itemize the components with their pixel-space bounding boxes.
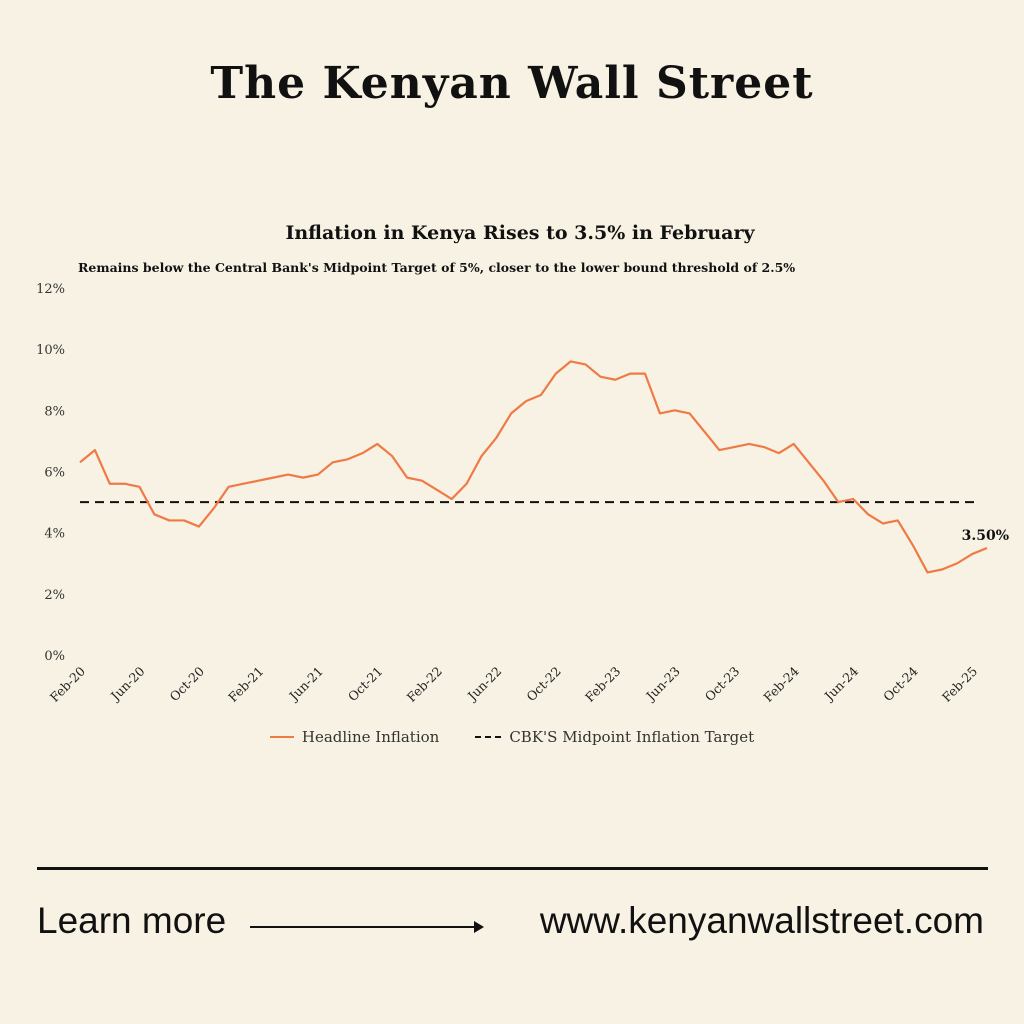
y-tick-label: 0% xyxy=(44,649,65,664)
legend-swatch-dashed xyxy=(475,736,502,738)
inflation-chart: 0% 2% 4% 6% 8% 10% 12% Feb-20 Jun-20 Oct-20 Feb-21… xyxy=(36,282,1009,705)
y-tick-label: 8% xyxy=(44,404,65,419)
x-tick-label: Oct-20 xyxy=(166,663,207,704)
x-tick-label: Oct-23 xyxy=(702,663,743,704)
masthead-logo: The Kenyan Wall Street xyxy=(210,58,814,109)
x-tick-label: Feb-21 xyxy=(225,664,266,705)
x-tick-label: Jun-24 xyxy=(820,663,861,704)
x-tick-label: Feb-25 xyxy=(939,664,980,705)
y-tick-label: 6% xyxy=(44,466,65,481)
legend-label: CBK'S Midpoint Inflation Target xyxy=(509,728,755,746)
learn-more-text: Learn more xyxy=(37,900,227,941)
legend-label: Headline Inflation xyxy=(301,728,440,746)
data-label-latest: 3.50% xyxy=(962,528,1009,544)
headline-inflation-line xyxy=(79,360,988,574)
x-tick-label: Jun-20 xyxy=(106,663,147,704)
y-tick-label: 10% xyxy=(36,343,65,358)
x-tick-label: Feb-23 xyxy=(582,663,623,704)
legend-item-target: CBK'S Midpoint Inflation Target xyxy=(475,728,754,746)
x-tick-label: Jun-23 xyxy=(642,663,683,704)
x-tick-label: Feb-22 xyxy=(404,664,445,705)
chart-subtitle: Remains below the Central Bank's Midpoin… xyxy=(78,260,796,275)
divider xyxy=(37,867,988,870)
x-tick-label: Oct-21 xyxy=(345,664,386,705)
chart-title: Inflation in Kenya Rises to 3.5% in Febr… xyxy=(285,222,755,244)
y-tick-label: 4% xyxy=(44,527,65,542)
y-tick-label: 12% xyxy=(36,282,65,297)
x-tick-label: Jun-21 xyxy=(285,664,326,705)
y-tick-label: 2% xyxy=(44,588,65,603)
chart-legend: Headline Inflation CBK'S Midpoint Inflat… xyxy=(0,728,1024,746)
x-tick-label: Oct-24 xyxy=(880,663,921,704)
x-tick-label: Feb-24 xyxy=(760,663,801,704)
x-tick-label: Feb-20 xyxy=(47,663,88,704)
x-tick-label: Jun-22 xyxy=(463,664,504,705)
x-tick-label: Oct-22 xyxy=(523,664,564,705)
arrow-right-icon xyxy=(250,921,484,933)
legend-swatch-solid xyxy=(269,736,294,738)
legend-item-headline: Headline Inflation xyxy=(269,728,440,746)
website-link[interactable]: www.kenyanwallstreet.com xyxy=(539,900,984,941)
